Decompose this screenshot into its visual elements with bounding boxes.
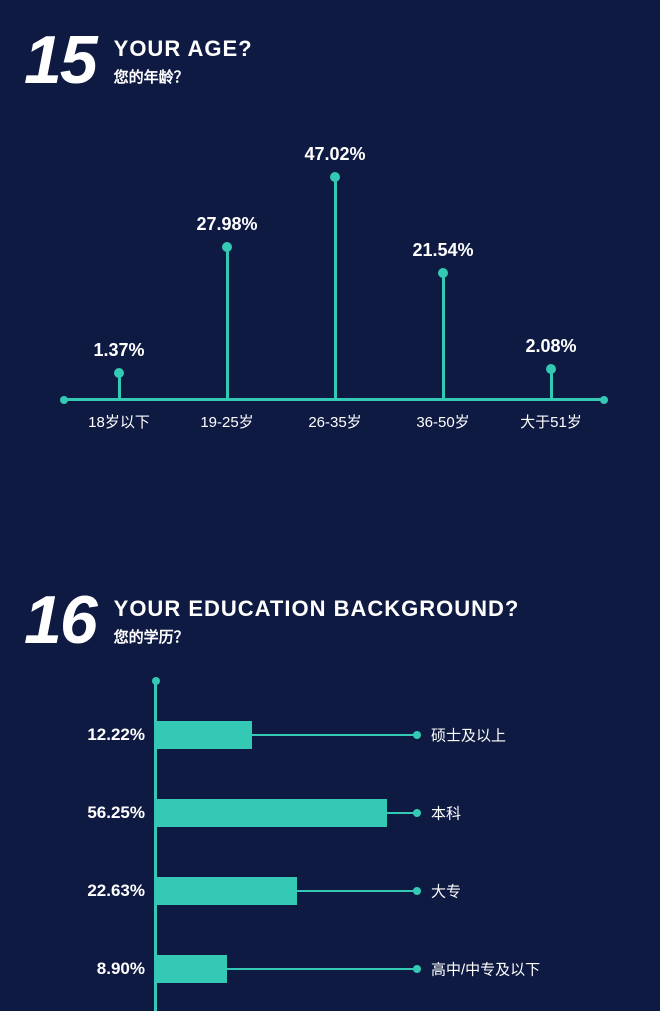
- q16-title-cn: 您的学历？: [114, 626, 520, 647]
- q15-lollipop-chart: 1.37% 18岁以下 27.98% 19-25岁 47.02% 26-35岁 21.54%…: [64, 141, 604, 431]
- lollipop-category-label: 18岁以下: [88, 411, 150, 432]
- q16-title-en: YOUR EDUCATION BACKGROUND?: [114, 596, 520, 622]
- lollipop-dot: [438, 268, 448, 278]
- hbar-value-label: 8.90%: [97, 959, 145, 979]
- q15-titles: YOUR AGE? 您的年龄？: [114, 30, 253, 87]
- lollipop-dot: [114, 368, 124, 378]
- hbar: 12.22%硕士及以上: [157, 721, 252, 749]
- lollipop-category-label: 26-35岁: [308, 411, 361, 432]
- q16-bar-chart: 12.22%硕士及以上56.25%本科22.63%大专8.90%高中/中专及以下: [154, 681, 624, 1011]
- q15-title-cn: 您的年龄？: [114, 66, 253, 87]
- lollipop-dot: [330, 172, 340, 182]
- hbar-value-label: 56.25%: [87, 803, 145, 823]
- hbar-category-label: 本科: [431, 803, 461, 824]
- q16-titles: YOUR EDUCATION BACKGROUND? 您的学历？: [114, 590, 520, 647]
- hbar-category-label: 硕士及以上: [431, 725, 506, 746]
- lollipop-value-label: 47.02%: [304, 144, 365, 165]
- hbar-leader-line: [387, 812, 417, 814]
- lollipop-value-label: 1.37%: [93, 340, 144, 361]
- lollipop-category-label: 19-25岁: [200, 411, 253, 432]
- lollipop-value-label: 2.08%: [525, 336, 576, 357]
- q16-number: 16: [24, 590, 96, 651]
- hbar-category-label: 高中/中专及以下: [431, 959, 540, 980]
- hbar-category-label: 大专: [431, 881, 461, 902]
- lollipop-stem: [226, 247, 229, 401]
- q15-number: 15: [24, 30, 96, 91]
- hbar: 22.63%大专: [157, 877, 297, 905]
- lollipop-dot: [546, 364, 556, 374]
- hbar-leader-line: [297, 890, 417, 892]
- hbar: 56.25%本科: [157, 799, 387, 827]
- lollipop-value-label: 27.98%: [196, 214, 257, 235]
- question-15: 15 YOUR AGE? 您的年龄？ 1.37% 18岁以下 27.98% 19-25…: [24, 30, 636, 431]
- hbar-leader-line: [252, 734, 417, 736]
- lollipop-category-label: 36-50岁: [416, 411, 469, 432]
- hbar-value-label: 22.63%: [87, 881, 145, 901]
- lollipop-stem: [334, 177, 337, 401]
- q15-header: 15 YOUR AGE? 您的年龄？: [24, 30, 636, 91]
- lollipop-value-label: 21.54%: [412, 240, 473, 261]
- lollipop-stem: [442, 273, 445, 401]
- q15-title-en: YOUR AGE?: [114, 36, 253, 62]
- hbar-leader-line: [227, 968, 417, 970]
- question-16: 16 YOUR EDUCATION BACKGROUND? 您的学历？ 12.2…: [24, 590, 636, 1011]
- q16-header: 16 YOUR EDUCATION BACKGROUND? 您的学历？: [24, 590, 636, 651]
- lollipop-dot: [222, 242, 232, 252]
- hbar-value-label: 12.22%: [87, 725, 145, 745]
- lollipop-category-label: 大于51岁: [520, 411, 582, 432]
